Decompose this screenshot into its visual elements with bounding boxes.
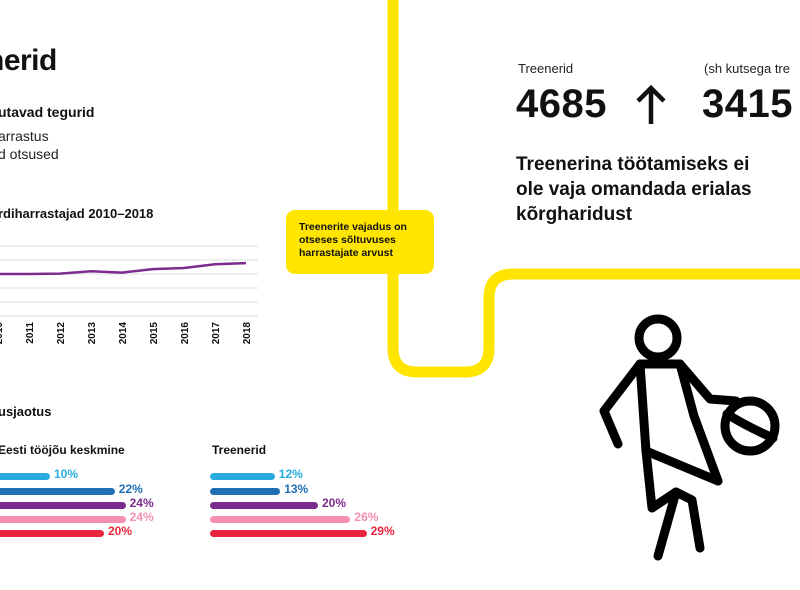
factor-item: arrastus [0, 128, 49, 144]
distribution-bar [210, 473, 275, 480]
distribution-bar [210, 502, 318, 509]
page-title: nerid [0, 44, 57, 77]
distribution-bar-value: 13% [284, 482, 309, 496]
distribution-bar-value: 24% [129, 510, 154, 524]
x-tick-label: 2017 [211, 322, 222, 345]
distribution-group-label: Eesti tööjõu keskmine [0, 443, 125, 457]
distribution-bar [0, 473, 50, 480]
distribution-bar-value: 24% [129, 496, 154, 510]
factors-heading: utavad tegurid [0, 104, 95, 120]
distribution-bar-value: 29% [370, 524, 395, 538]
statement-line: Treenerina töötamiseks ei [516, 154, 750, 175]
line-chart: 2010 2011 2012 2013 2014 2015 2016 2017 2018 [0, 245, 258, 345]
x-tick-label: 2014 [118, 322, 129, 345]
distribution-bar [0, 516, 126, 523]
x-tick-label: 2018 [242, 322, 253, 345]
qualified-trainers-value: 3415 [702, 82, 793, 126]
factor-item: d otsused [0, 146, 59, 162]
distribution-bar [210, 488, 281, 495]
distribution-bar [0, 488, 115, 495]
distribution-bar-value: 12% [278, 467, 303, 481]
distribution-bar [0, 502, 126, 509]
basketball-player-icon [599, 314, 780, 561]
statement-line: ole vaja omandada erialas [516, 179, 752, 200]
distribution-bar [210, 516, 351, 523]
distribution-bar-value: 20% [322, 496, 347, 510]
distribution-bar-value: 26% [354, 510, 379, 524]
distribution-group-label: Treenerid [212, 443, 267, 457]
distribution-bar-value: 20% [108, 524, 133, 538]
x-tick-label: 2011 [25, 322, 36, 344]
line-chart-title: rdiharrastajad 2010–2018 [0, 206, 154, 221]
distribution-bar [210, 530, 367, 537]
distribution-title: usjaotus [0, 404, 52, 419]
x-tick-label: 2013 [87, 322, 98, 345]
x-tick-label: 2015 [149, 322, 160, 345]
statement-text: Treenerina töötamiseks ei ole vaja omand… [516, 152, 752, 227]
callout-box: Treenerite vajadus on otseses sõltuvuses… [286, 210, 434, 274]
x-tick-label: 2010 [0, 322, 5, 345]
distribution-bar-value: 22% [118, 482, 143, 496]
x-tick-label: 2016 [180, 322, 191, 345]
distribution-bar [0, 530, 104, 537]
x-tick-label: 2012 [56, 322, 67, 345]
series-line [0, 261, 247, 276]
trainers-value: 4685 [516, 82, 607, 126]
distribution-bar-value: 10% [54, 467, 79, 481]
trainers-label: Treenerid [518, 61, 574, 76]
qualified-trainers-label: (sh kutsega tre [704, 61, 790, 76]
statement-line: kõrgharidust [516, 204, 633, 225]
arrow-up-icon [636, 84, 666, 124]
